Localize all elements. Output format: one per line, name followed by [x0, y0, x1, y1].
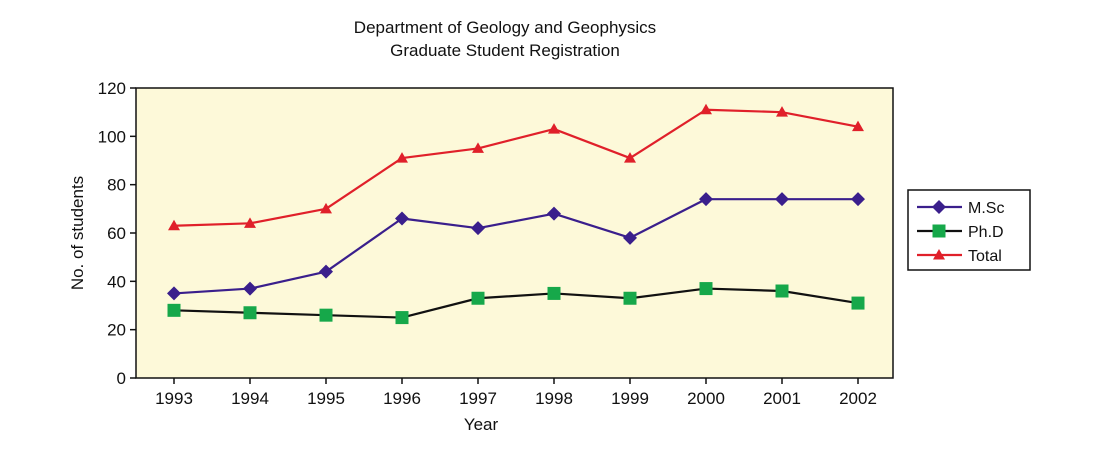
- legend-marker-total: [933, 249, 945, 260]
- y-tick-label: 60: [107, 224, 126, 243]
- data-point-ph-d: [623, 291, 637, 305]
- y-tick-label: 100: [98, 127, 126, 146]
- data-point-total: [776, 106, 788, 117]
- legend-item-m-sc: M.Sc: [917, 200, 1004, 217]
- x-tick-label: 2000: [687, 389, 725, 408]
- data-point-ph-d: [395, 311, 409, 325]
- data-point-ph-d: [851, 296, 865, 310]
- data-point-m-sc: [319, 264, 333, 279]
- data-point-m-sc: [395, 211, 409, 226]
- data-point-m-sc: [243, 281, 257, 296]
- legend-item-total: Total: [917, 248, 1002, 265]
- chart-title-line-2: Graduate Student Registration: [390, 41, 620, 60]
- legend-items: M.Sc Ph.D Total: [917, 200, 1004, 265]
- data-point-ph-d: [243, 306, 257, 320]
- data-point-m-sc: [775, 192, 789, 207]
- y-axis: 0 20 40 60 80 100 120: [98, 79, 136, 388]
- data-point-ph-d: [471, 291, 485, 305]
- legend-label-m-sc: M.Sc: [968, 200, 1004, 217]
- y-tick-label: 0: [117, 369, 126, 388]
- x-tick-label: 1995: [307, 389, 345, 408]
- data-point-total: [168, 219, 180, 231]
- data-point-total: [472, 142, 484, 153]
- data-point-m-sc: [851, 192, 865, 207]
- data-point-total: [624, 152, 636, 163]
- y-tick-label: 20: [107, 321, 126, 340]
- legend-label-ph-d: Ph.D: [968, 224, 1004, 241]
- data-point-ph-d: [775, 284, 789, 298]
- legend: M.Sc Ph.D Total: [907, 189, 1031, 271]
- x-axis-label: Year: [464, 415, 499, 434]
- chart-title: Department of Geology and Geophysics Gra…: [354, 18, 656, 60]
- chart-title-line-1: Department of Geology and Geophysics: [354, 18, 656, 37]
- x-tick-label: 1998: [535, 389, 573, 408]
- legend-label-total: Total: [968, 248, 1002, 265]
- x-axis: 1993 1994 1995 1996 1997 1998 1999 2000 2001 2002: [155, 378, 877, 408]
- data-point-m-sc: [547, 206, 561, 221]
- data-point-ph-d: [167, 303, 181, 317]
- plot-area: [135, 87, 894, 379]
- y-axis-label: No. of students: [68, 176, 87, 290]
- y-tick-label: 80: [107, 176, 126, 195]
- data-point-total: [548, 123, 560, 134]
- data-point-m-sc: [167, 286, 181, 301]
- data-point-total: [852, 120, 864, 132]
- data-point-m-sc: [623, 230, 637, 245]
- x-tick-label: 1993: [155, 389, 193, 408]
- series-ph-d: [167, 282, 865, 325]
- x-tick-label: 1994: [231, 389, 269, 408]
- series-layer: [167, 103, 865, 325]
- series-m-sc: [167, 192, 865, 301]
- data-point-total: [396, 152, 408, 163]
- legend-item-ph-d: Ph.D: [917, 224, 1004, 241]
- x-tick-label: 2002: [839, 389, 877, 408]
- data-point-total: [320, 202, 332, 214]
- series-total: [168, 103, 864, 231]
- y-tick-label: 40: [107, 272, 126, 291]
- x-tick-label: 1996: [383, 389, 421, 408]
- data-point-total: [700, 103, 712, 115]
- data-point-ph-d: [699, 282, 713, 296]
- legend-marker-m-sc: [932, 200, 946, 214]
- x-tick-label: 1999: [611, 389, 649, 408]
- legend-marker-ph-d: [932, 224, 946, 238]
- x-tick-label: 2001: [763, 389, 801, 408]
- series-line-total: [173, 108, 859, 227]
- data-point-ph-d: [319, 308, 333, 322]
- x-tick-label: 1997: [459, 389, 497, 408]
- series-line-m-sc: [173, 198, 858, 295]
- data-point-ph-d: [547, 286, 561, 300]
- data-point-m-sc: [471, 221, 485, 236]
- data-point-total: [244, 217, 256, 228]
- series-line-ph-d: [173, 287, 859, 319]
- data-point-m-sc: [699, 192, 713, 207]
- y-tick-label: 120: [98, 79, 126, 98]
